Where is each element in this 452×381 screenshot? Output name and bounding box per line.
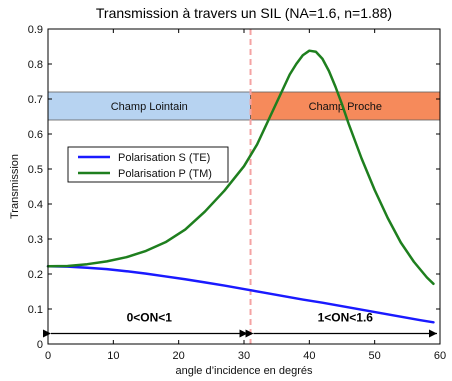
x-tick-label: 0 — [45, 350, 51, 362]
range-label-right: 1<ON<1.6 — [318, 311, 374, 325]
legend-box — [67, 146, 229, 183]
range-annotations: 0<ON<1 1<ON<1.6 — [43, 311, 437, 338]
region-far-field-label: Champ Lointain — [111, 101, 188, 113]
x-tick-label: 50 — [369, 350, 381, 362]
y-tick-label: 0.6 — [28, 129, 43, 141]
regions-layer: Champ Lointain Champ Proche — [47, 91, 441, 121]
legend-te-label: Polarisation S (TE) — [118, 152, 210, 164]
range-label-left: 0<ON<1 — [127, 311, 173, 325]
x-axis-title: angle d’incidence en degrés — [176, 365, 313, 377]
x-tick-label: 40 — [303, 350, 315, 362]
y-tick-label: 0.7 — [28, 94, 43, 106]
x-tick-label: 10 — [107, 350, 119, 362]
axes-layer: 0 10 20 30 40 50 60 0 0.1 0.2 0.3 0.4 0.5 0.6 0.7 0.8 0.… — [28, 24, 446, 362]
y-tick-label: 0 — [37, 339, 43, 351]
region-far-field — [47, 91, 251, 121]
legend-tm-label: Polarisation P (TM) — [118, 168, 212, 180]
y-tick-label: 0.9 — [28, 24, 43, 36]
series-layer — [46, 49, 435, 324]
y-tick-label: 0.4 — [28, 199, 43, 211]
x-tick-label: 20 — [173, 350, 185, 362]
chart-title: Transmission à travers un SIL (NA=1.6, n… — [96, 5, 392, 21]
y-tick-label: 0.5 — [28, 164, 43, 176]
plot-frame — [47, 28, 441, 345]
legend: Polarisation S (TE) Polarisation P (TM) — [67, 146, 229, 183]
y-tick-label: 0.3 — [28, 234, 43, 246]
y-tick-label: 0.8 — [28, 59, 43, 71]
region-near-field-label: Champ Proche — [309, 101, 382, 113]
y-tick-label: 0.2 — [28, 269, 43, 281]
y-axis-title: Transmission — [9, 154, 21, 219]
x-tick-label: 60 — [434, 350, 446, 362]
series-tm-line — [46, 49, 435, 286]
series-te-line — [46, 265, 435, 324]
y-tick-label: 0.1 — [28, 304, 43, 316]
x-tick-label: 30 — [238, 350, 250, 362]
